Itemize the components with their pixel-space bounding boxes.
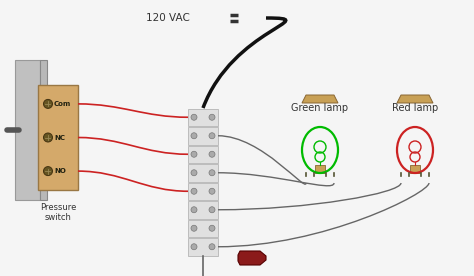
Text: switch: switch	[45, 214, 72, 222]
Text: NO: NO	[54, 168, 66, 174]
Circle shape	[209, 188, 215, 194]
Circle shape	[191, 244, 197, 250]
Text: Green lamp: Green lamp	[292, 103, 348, 113]
Text: Pressure: Pressure	[40, 203, 76, 213]
Text: Com: Com	[54, 101, 71, 107]
Circle shape	[209, 225, 215, 231]
Circle shape	[44, 167, 53, 176]
Bar	[38, 85, 78, 190]
Polygon shape	[397, 95, 433, 103]
Bar	[188, 127, 218, 145]
Circle shape	[209, 133, 215, 139]
Bar	[188, 145, 218, 163]
Bar	[410, 165, 420, 173]
Polygon shape	[238, 251, 266, 265]
Text: NC: NC	[54, 134, 65, 140]
Bar	[188, 164, 218, 182]
Text: Red lamp: Red lamp	[392, 103, 438, 113]
Bar	[315, 165, 325, 173]
Circle shape	[209, 244, 215, 250]
Circle shape	[209, 151, 215, 157]
Polygon shape	[302, 95, 338, 103]
Circle shape	[191, 170, 197, 176]
Circle shape	[44, 99, 53, 108]
Bar	[188, 219, 218, 237]
Bar	[40, 60, 47, 200]
Circle shape	[209, 114, 215, 120]
Circle shape	[191, 225, 197, 231]
Circle shape	[209, 207, 215, 213]
Bar	[188, 238, 218, 256]
Circle shape	[191, 114, 197, 120]
Circle shape	[209, 170, 215, 176]
Bar	[188, 201, 218, 219]
Circle shape	[191, 207, 197, 213]
Text: 120 VAC: 120 VAC	[146, 13, 190, 23]
Circle shape	[191, 151, 197, 157]
Circle shape	[191, 133, 197, 139]
Bar	[188, 182, 218, 200]
Bar	[188, 108, 218, 126]
Circle shape	[191, 188, 197, 194]
Bar	[15, 60, 40, 200]
Circle shape	[44, 133, 53, 142]
